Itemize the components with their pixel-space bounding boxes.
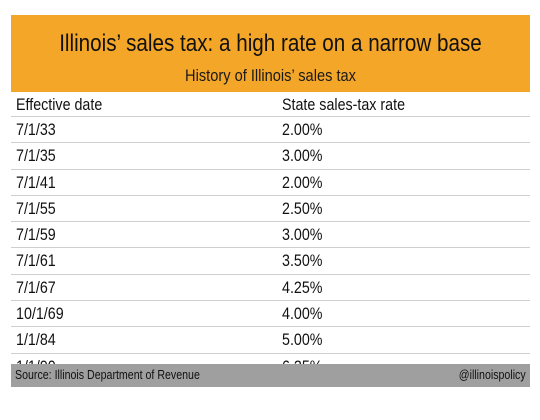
tax-history-table: Effective date State sales-tax rate 7/1/…: [11, 92, 530, 380]
column-header-effective-date: Effective date: [16, 95, 103, 114]
effective-date-cell: 7/1/67: [16, 277, 56, 297]
chart-title: Illinois’ sales tax: a high rate on a na…: [59, 30, 482, 57]
table-row: 7/1/61 3.50%: [11, 248, 530, 275]
effective-date-cell: 1/1/84: [16, 330, 56, 350]
table-row: 7/1/59 3.00%: [11, 222, 530, 249]
header-banner: Illinois’ sales tax: a high rate on a na…: [11, 15, 530, 92]
effective-date-cell: 7/1/59: [16, 225, 56, 245]
effective-date-cell: 7/1/55: [16, 198, 56, 218]
tax-rate-cell: 2.00%: [282, 120, 323, 139]
table-row: 10/1/69 4.00%: [11, 301, 530, 328]
table-row: 7/1/33 2.00%: [11, 117, 530, 144]
footer-bar: Source: Illinois Department of Revenue @…: [11, 364, 530, 387]
tax-rate-cell: 3.00%: [282, 146, 323, 166]
effective-date-cell: 7/1/35: [16, 146, 56, 166]
tax-rate-cell: 2.00%: [282, 172, 323, 192]
effective-date-cell: 7/1/33: [16, 120, 56, 139]
tax-rate-cell: 3.00%: [282, 225, 323, 245]
effective-date-cell: 7/1/41: [16, 172, 56, 192]
table-row: 7/1/41 2.00%: [11, 170, 530, 196]
tax-rate-cell: 5.00%: [282, 330, 323, 350]
table-row: 7/1/35 3.00%: [11, 143, 530, 170]
table-row: 7/1/55 2.50%: [11, 196, 530, 223]
infographic: Illinois’ sales tax: a high rate on a na…: [11, 15, 530, 387]
effective-date-cell: 10/1/69: [16, 304, 64, 324]
effective-date-cell: 7/1/61: [16, 251, 56, 271]
table-row: 7/1/67 4.25%: [11, 275, 530, 302]
chart-subtitle: History of Illinois’ sales tax: [185, 66, 356, 85]
table-header-row: Effective date State sales-tax rate: [11, 92, 530, 117]
column-header-tax-rate: State sales-tax rate: [282, 95, 406, 114]
tax-rate-cell: 4.00%: [282, 304, 323, 324]
tax-rate-cell: 4.25%: [282, 277, 323, 297]
tax-rate-cell: 2.50%: [282, 198, 323, 218]
social-handle: @illinoispolicy: [459, 368, 526, 382]
table-row: 1/1/84 5.00%: [11, 327, 530, 354]
source-note: Source: Illinois Department of Revenue: [15, 368, 200, 382]
tax-rate-cell: 3.50%: [282, 251, 323, 271]
